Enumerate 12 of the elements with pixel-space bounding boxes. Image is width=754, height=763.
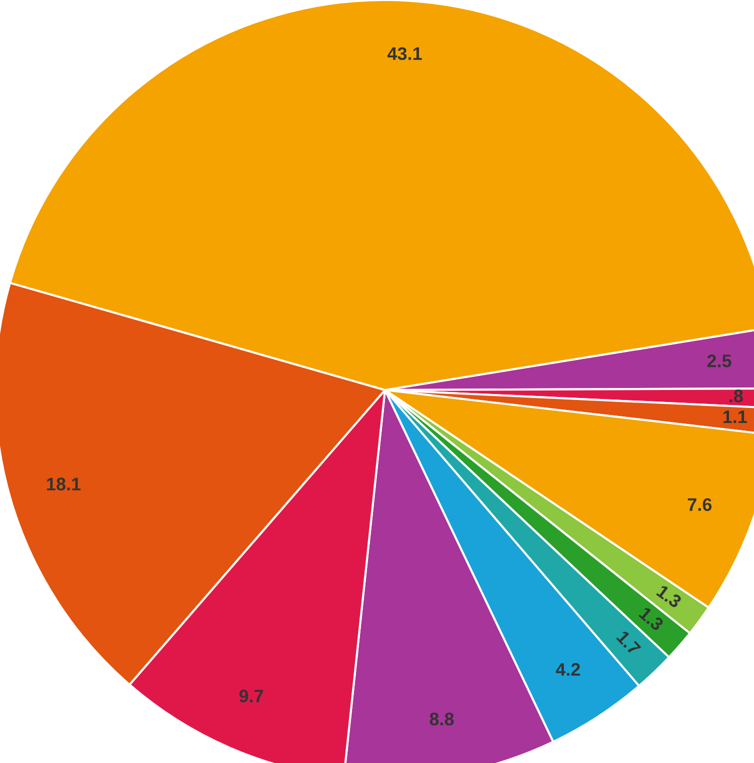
data-label: 1.7 [616,630,642,656]
data-label: 1.3 [656,584,682,609]
data-label: 7.6 [688,498,712,511]
data-label: 9.7 [239,690,264,702]
data-label: 43.1 [387,47,422,60]
data-label: 4.2 [556,663,580,676]
data-label: 18.1 [47,478,81,490]
data-label: 8.8 [430,712,454,726]
data-label: 1.3 [638,606,664,632]
data-label: 2.5 [707,354,732,368]
data-label: 1.1 [723,410,747,424]
data-label: .8 [730,390,743,402]
